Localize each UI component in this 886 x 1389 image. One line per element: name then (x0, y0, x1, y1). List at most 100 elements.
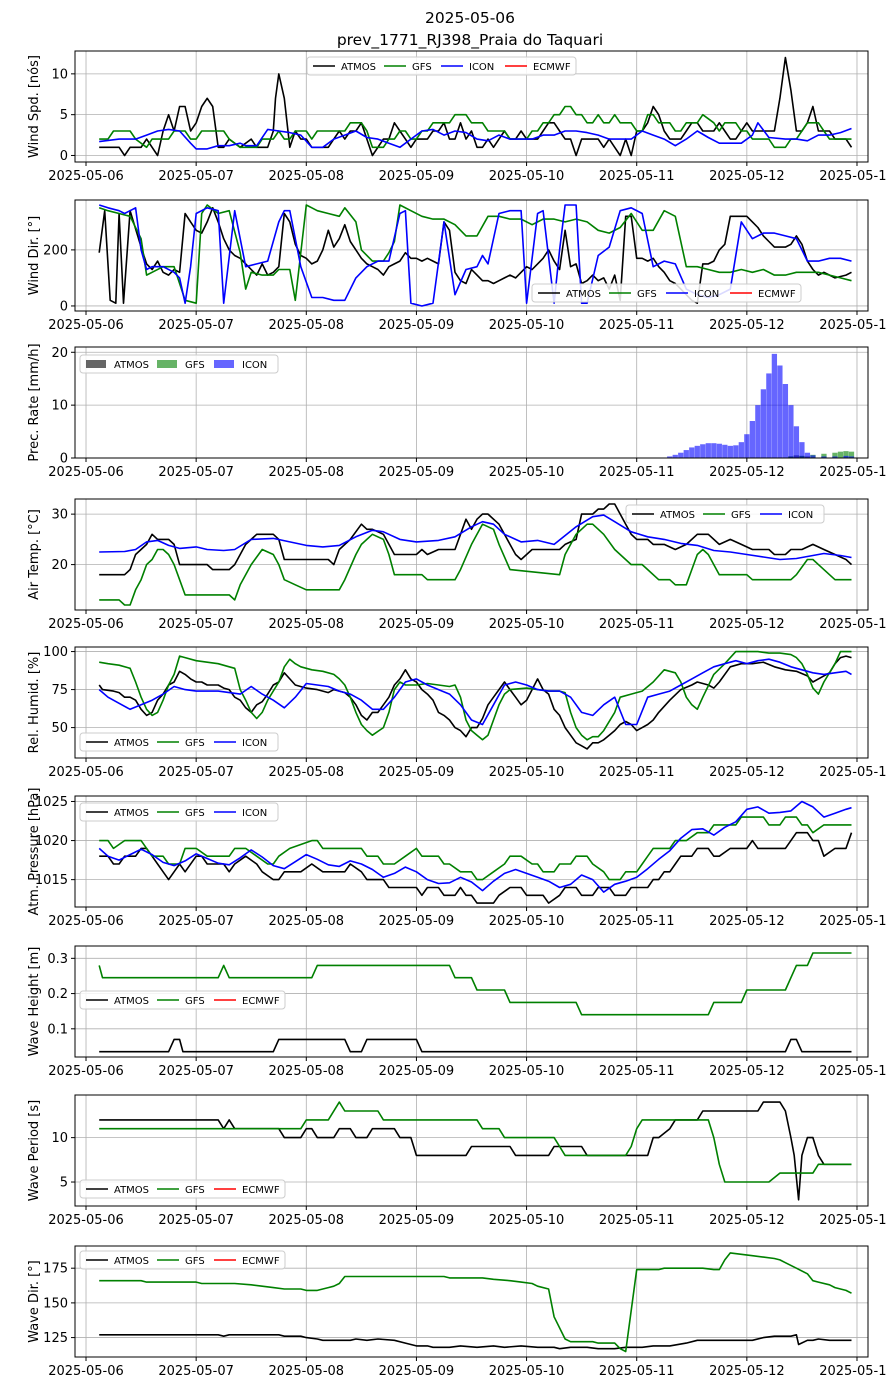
x-tick-label: 2025-05-13 (819, 318, 886, 333)
bar-icon (843, 455, 849, 458)
x-tick-label: 2025-05-06 (48, 465, 124, 480)
legend-box (79, 990, 286, 1010)
legend-label-atmos: ATMOS (114, 360, 149, 371)
x-tick-label: 2025-05-13 (819, 1213, 886, 1228)
series-line-gfs (99, 650, 852, 741)
x-tick-label: 2025-05-13 (819, 765, 886, 780)
y-tick-label: 125 (43, 1331, 68, 1346)
legend-label-atmos: ATMOS (114, 738, 149, 749)
bar-icon (821, 456, 827, 458)
bar-icon (744, 434, 750, 458)
series-line-atmos (99, 1334, 852, 1350)
y-tick-label: 0 (60, 299, 68, 314)
x-tick-label: 2025-05-13 (819, 169, 886, 184)
x-tick-label: 2025-05-11 (599, 1213, 675, 1228)
legend-label-gfs: GFS (412, 62, 432, 73)
plot-area (98, 800, 853, 904)
x-tick-label: 2025-05-08 (269, 1364, 345, 1379)
legend-label-gfs: GFS (185, 996, 205, 1007)
legend-box (79, 1250, 286, 1270)
series-line-atmos (99, 503, 853, 576)
legend-label-ecmwf: ECMWF (242, 1185, 280, 1196)
bar-gfs (837, 451, 844, 458)
y-tick-label: 100 (43, 645, 68, 660)
legend: ATMOS GFS ECMWF (79, 1179, 286, 1199)
bar-icon (777, 365, 783, 458)
y-axis-label: Rel. Humid. [%] (27, 652, 42, 754)
panel-4: 20 30 2025-05-06 2025-05-07 2025-05-08 2025-0… (27, 498, 886, 632)
bar-icon (782, 384, 789, 458)
bar-icon (689, 447, 695, 458)
plot-area (98, 952, 852, 1053)
x-tick-label: 2025-05-08 (269, 318, 345, 333)
bar-gfs (848, 451, 855, 458)
bar-icon (722, 444, 728, 458)
x-tick-label: 2025-05-11 (599, 318, 675, 333)
series-line-gfs (98, 952, 852, 1016)
x-tick-label: 2025-05-10 (489, 765, 565, 780)
legend-box (79, 354, 279, 374)
x-tick-label: 2025-05-12 (709, 1213, 785, 1228)
y-axis-label: Air Temp. [°C] (27, 509, 42, 600)
panel-3: 0 10 20 2025-05-06 2025-05-07 2025-05-08 2025-… (27, 343, 886, 480)
series-line-gfs (99, 523, 852, 606)
legend-label-atmos: ATMOS (114, 1185, 149, 1196)
y-axis-label: Wave Period [s] (27, 1100, 42, 1201)
legend: ATMOS GFS ICON (79, 732, 279, 752)
x-tick-label: 2025-05-09 (379, 1213, 455, 1228)
x-tick-label: 2025-05-13 (819, 617, 886, 632)
x-tick-label: 2025-05-12 (709, 765, 785, 780)
legend: ATMOS GFS ICON (625, 504, 825, 524)
bar-icon (788, 405, 794, 458)
chart-title: 2025-05-06 (425, 9, 515, 27)
legend-label-gfs: GFS (185, 1256, 205, 1267)
x-tick-label: 2025-05-12 (709, 1364, 785, 1379)
plot-area (99, 1101, 852, 1201)
x-tick-label: 2025-05-07 (158, 465, 234, 480)
bar-icon (766, 373, 772, 458)
y-tick-label: 20 (51, 558, 68, 573)
x-tick-label: 2025-05-12 (709, 318, 785, 333)
x-tick-label: 2025-05-11 (599, 914, 675, 929)
x-tick-label: 2025-05-09 (379, 318, 455, 333)
legend-label-icon: ICON (242, 738, 267, 749)
legend-swatch-icon (214, 360, 234, 368)
axes-frame (74, 199, 869, 312)
bar-icon (771, 353, 778, 458)
series-line-icon (98, 658, 852, 726)
x-tick-label: 2025-05-06 (48, 169, 124, 184)
legend: ATMOS GFS ICON (79, 354, 279, 374)
legend-label-icon: ICON (694, 289, 719, 300)
x-tick-label: 2025-05-11 (599, 765, 675, 780)
y-tick-label: 1015 (35, 873, 68, 888)
panel-2: 0 200 2025-05-06 2025-05-07 2025-05-08 2025-0… (27, 199, 886, 333)
series-line-icon (98, 800, 852, 893)
x-tick-label: 2025-05-12 (709, 1064, 785, 1079)
x-tick-label: 2025-05-08 (269, 914, 345, 929)
x-tick-label: 2025-05-07 (158, 318, 234, 333)
y-tick-label: 5 (60, 108, 68, 123)
y-tick-label: 0 (60, 149, 68, 164)
plot-area (667, 353, 855, 458)
plot-area (99, 56, 853, 157)
x-tick-label: 2025-05-08 (269, 169, 345, 184)
x-tick-label: 2025-05-10 (489, 1213, 565, 1228)
legend-label-atmos: ATMOS (114, 996, 149, 1007)
x-tick-label: 2025-05-10 (489, 169, 565, 184)
axes-frame (74, 945, 869, 1058)
series-line-gfs (98, 204, 852, 304)
y-tick-label: 10 (51, 399, 68, 414)
legend-label-ecmwf: ECMWF (758, 289, 796, 300)
x-tick-label: 2025-05-09 (379, 765, 455, 780)
x-tick-label: 2025-05-06 (48, 1064, 124, 1079)
legend-label-gfs: GFS (185, 1185, 205, 1196)
y-tick-label: 30 (51, 508, 68, 523)
x-tick-label: 2025-05-13 (819, 914, 886, 929)
legend-label-atmos: ATMOS (341, 62, 376, 73)
bar-icon (793, 426, 800, 458)
x-tick-label: 2025-05-10 (489, 617, 565, 632)
x-tick-label: 2025-05-06 (48, 765, 124, 780)
plot-area (99, 503, 853, 606)
axes-frame (74, 1094, 869, 1207)
legend-label-gfs: GFS (637, 289, 657, 300)
